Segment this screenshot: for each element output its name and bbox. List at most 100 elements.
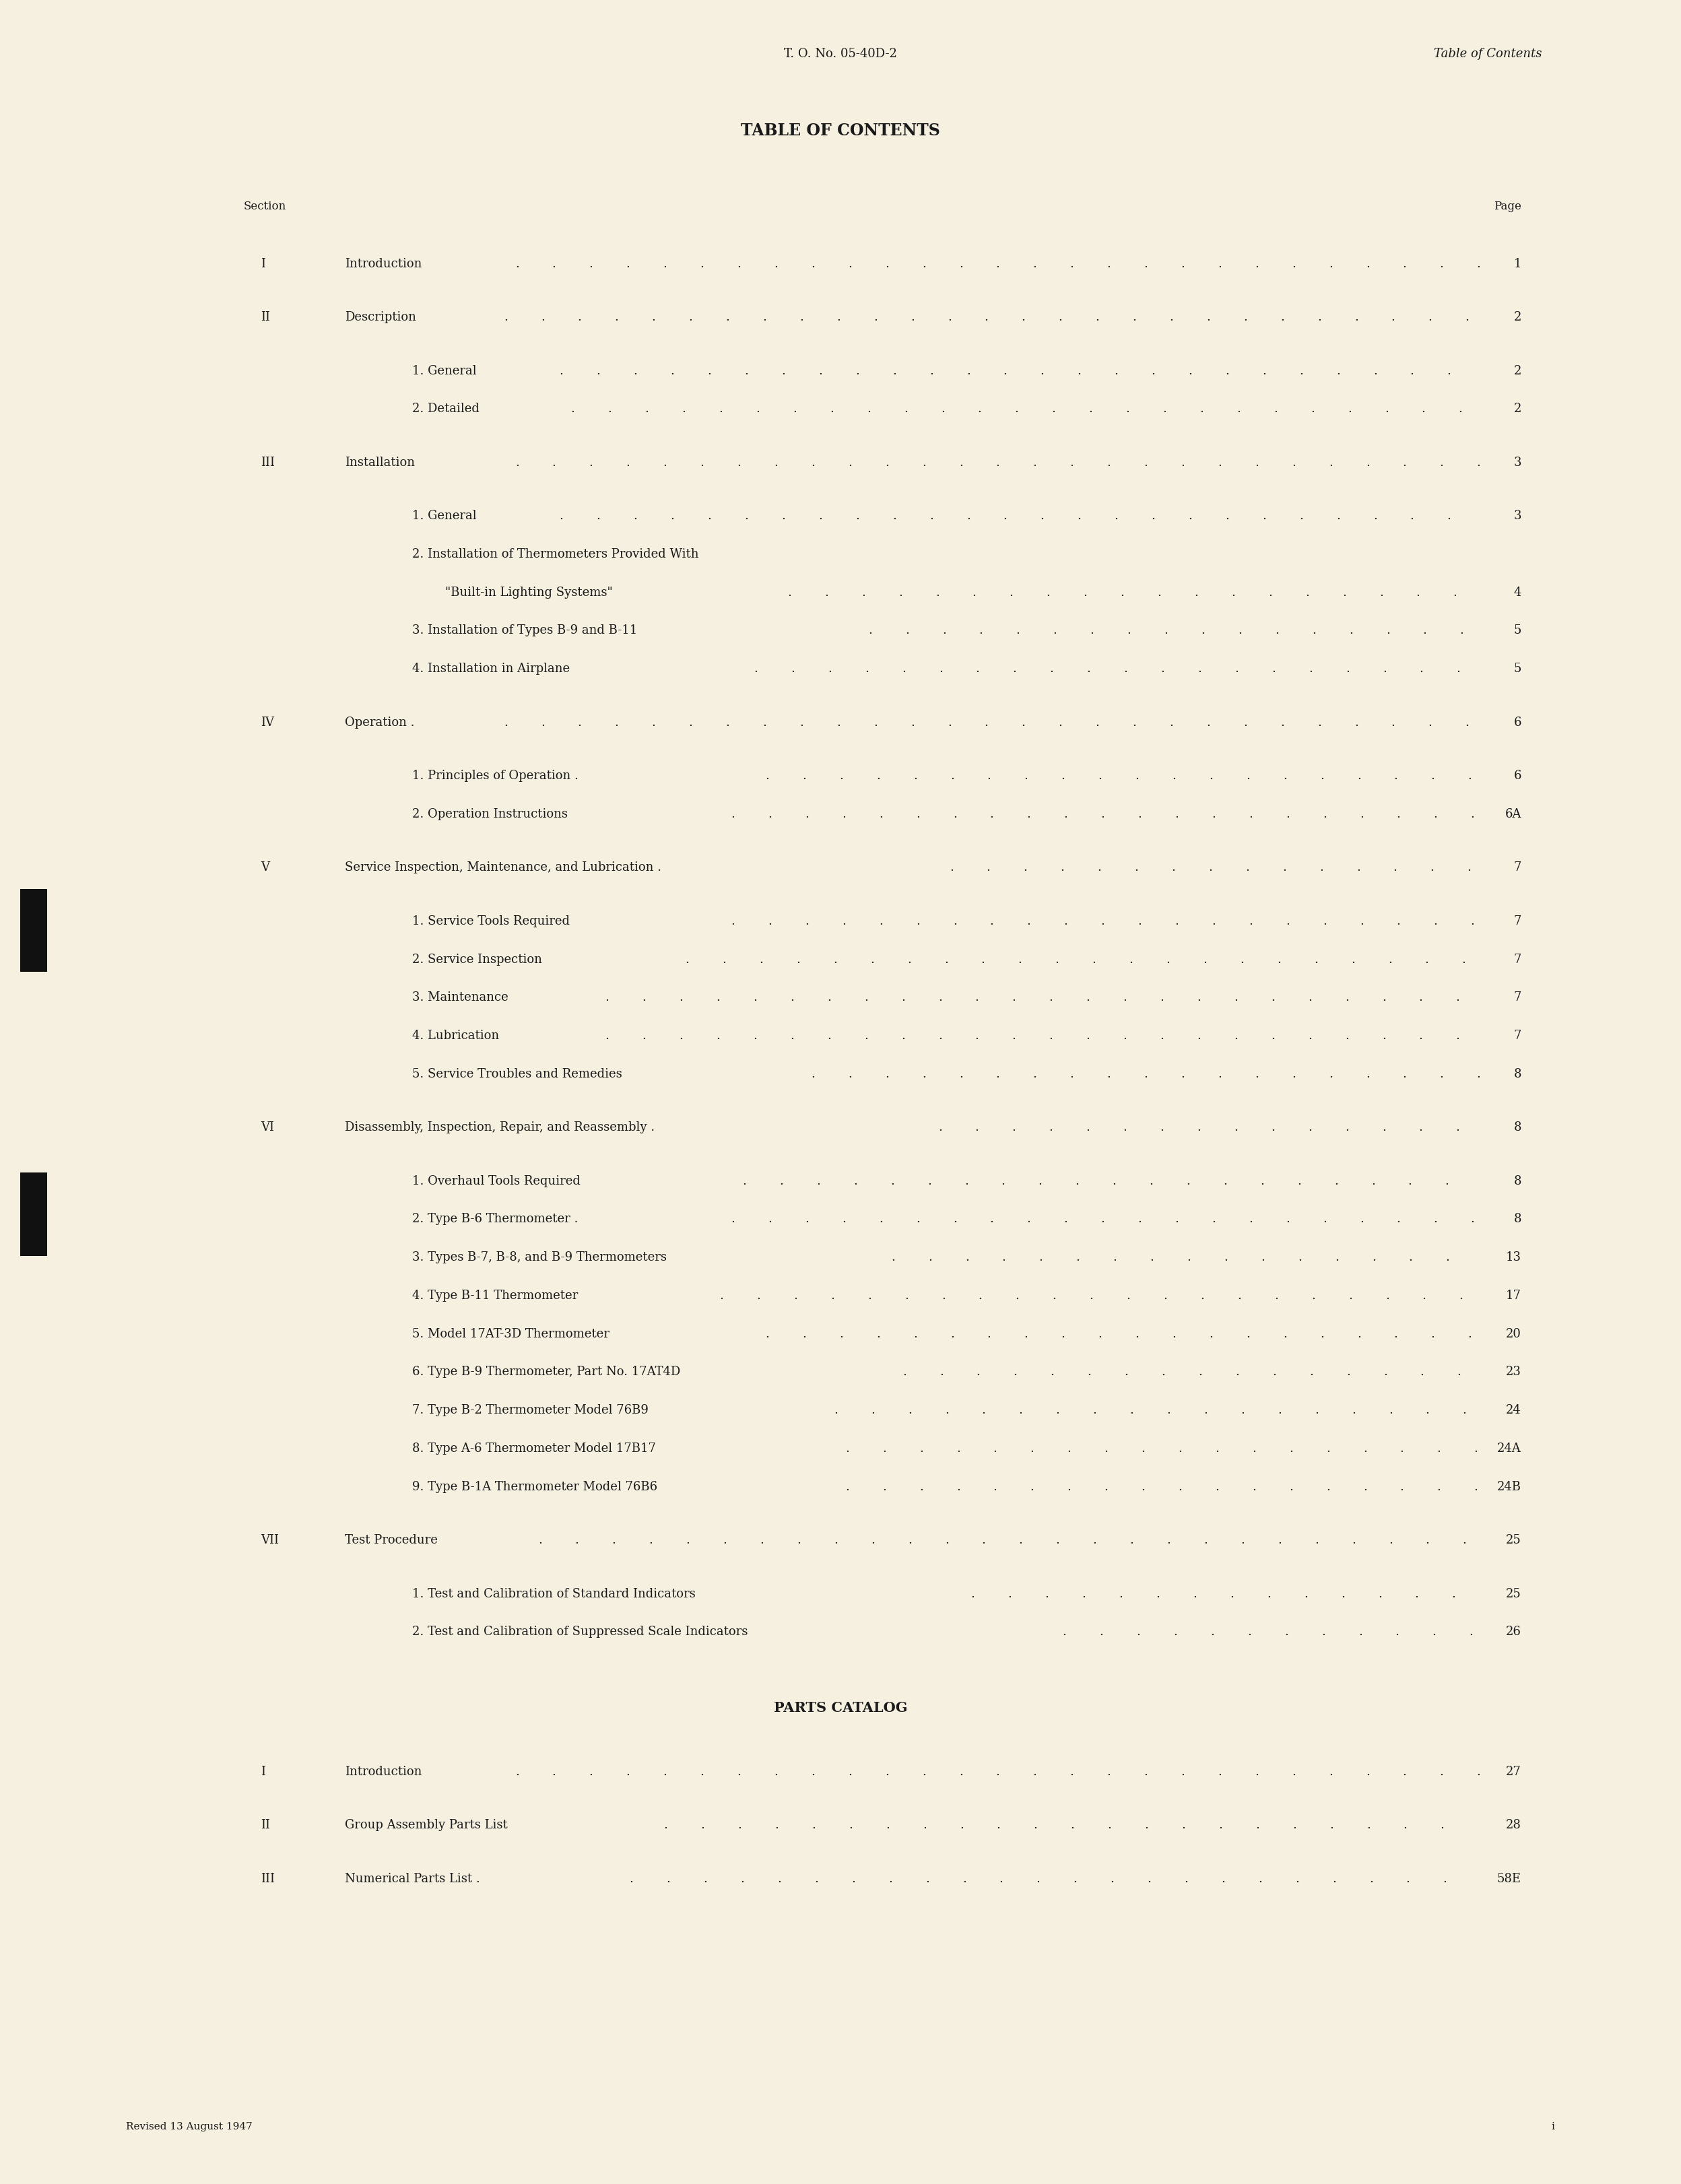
Text: .: . — [1274, 1289, 1278, 1302]
Text: .: . — [790, 662, 795, 675]
Text: .: . — [1278, 952, 1281, 965]
Text: .: . — [1241, 1404, 1244, 1417]
Text: .: . — [1200, 402, 1204, 415]
Text: .: . — [686, 1533, 689, 1546]
Text: .: . — [1382, 662, 1387, 675]
Text: .: . — [1150, 1175, 1153, 1188]
Text: .: . — [1212, 915, 1215, 928]
Text: .: . — [1335, 1251, 1338, 1265]
Text: .: . — [1143, 1068, 1148, 1081]
Text: .: . — [1434, 915, 1437, 928]
Text: .: . — [867, 625, 872, 638]
Text: .: . — [871, 952, 874, 965]
Text: .: . — [923, 1819, 926, 1832]
Text: .: . — [842, 915, 846, 928]
Text: .: . — [1328, 456, 1333, 470]
Text: .: . — [1024, 860, 1027, 874]
Text: .: . — [930, 365, 933, 378]
Text: .: . — [904, 402, 908, 415]
Text: .: . — [1294, 1872, 1299, 1885]
Text: .: . — [1126, 625, 1131, 638]
Text: .: . — [847, 1765, 852, 1778]
Text: 8: 8 — [1513, 1068, 1521, 1081]
Text: .: . — [1217, 456, 1222, 470]
Text: .: . — [805, 915, 809, 928]
Text: .: . — [773, 258, 778, 271]
Text: .: . — [1476, 1068, 1481, 1081]
Text: .: . — [867, 402, 871, 415]
Text: .: . — [995, 456, 1000, 470]
Text: .: . — [1024, 769, 1029, 782]
Text: .: . — [753, 992, 756, 1005]
Text: .: . — [1402, 1068, 1407, 1081]
Text: .: . — [1200, 625, 1205, 638]
Text: .: . — [1382, 1029, 1385, 1042]
Text: .: . — [1172, 860, 1175, 874]
Text: .: . — [1180, 258, 1185, 271]
Text: .: . — [904, 1289, 908, 1302]
Text: .: . — [953, 808, 956, 821]
Text: .: . — [1246, 1328, 1251, 1341]
Text: .: . — [1318, 312, 1321, 323]
Text: .: . — [1130, 1404, 1133, 1417]
Text: .: . — [1439, 1068, 1444, 1081]
Text: .: . — [916, 808, 920, 821]
Text: .: . — [925, 1872, 930, 1885]
Text: .: . — [1188, 509, 1192, 522]
Text: 2: 2 — [1513, 402, 1521, 415]
Text: .: . — [1106, 1068, 1111, 1081]
Text: .: . — [1476, 258, 1481, 271]
Text: .: . — [1034, 1819, 1037, 1832]
Text: .: . — [930, 509, 933, 522]
Text: .: . — [736, 1765, 741, 1778]
Text: .: . — [1160, 992, 1163, 1005]
Text: .: . — [884, 1068, 889, 1081]
Text: .: . — [975, 662, 980, 675]
Text: 4. Lubrication: 4. Lubrication — [412, 1029, 499, 1042]
Text: .: . — [1456, 992, 1459, 1005]
Text: .: . — [1151, 365, 1155, 378]
Text: .: . — [898, 585, 903, 598]
Text: .: . — [1311, 1289, 1315, 1302]
Text: .: . — [1067, 1481, 1071, 1494]
Text: .: . — [736, 258, 741, 271]
Text: .: . — [995, 1765, 1000, 1778]
Text: .: . — [1041, 365, 1044, 378]
Text: .: . — [701, 1819, 704, 1832]
Text: .: . — [1061, 769, 1066, 782]
Text: .: . — [634, 509, 637, 522]
Text: 1: 1 — [1513, 258, 1521, 271]
Text: .: . — [1032, 456, 1037, 470]
Text: .: . — [1234, 1120, 1237, 1133]
Text: 6A: 6A — [1504, 808, 1521, 821]
Text: .: . — [1400, 1481, 1404, 1494]
Text: i: i — [1552, 2123, 1555, 2132]
Text: .: . — [763, 716, 767, 729]
Text: .: . — [1389, 952, 1392, 965]
Text: .: . — [753, 662, 758, 675]
Text: .: . — [864, 1029, 867, 1042]
Text: .: . — [938, 662, 943, 675]
Text: .: . — [1345, 1029, 1348, 1042]
Text: .: . — [1431, 1328, 1436, 1341]
Text: .: . — [1056, 1533, 1059, 1546]
Text: .: . — [1207, 716, 1210, 729]
Text: .: . — [777, 1872, 782, 1885]
Text: .: . — [1015, 402, 1019, 415]
Text: .: . — [1009, 1588, 1012, 1601]
Text: .: . — [913, 1328, 918, 1341]
Text: .: . — [609, 402, 612, 415]
Text: .: . — [1215, 1441, 1219, 1455]
Text: .: . — [1052, 402, 1056, 415]
Text: .: . — [1271, 662, 1276, 675]
Text: .: . — [1027, 808, 1030, 821]
Text: .: . — [1004, 509, 1007, 522]
Text: .: . — [1086, 1120, 1089, 1133]
Text: .: . — [921, 1068, 926, 1081]
Text: .: . — [975, 1120, 978, 1133]
Text: .: . — [810, 1765, 815, 1778]
Text: .: . — [1278, 1533, 1281, 1546]
Text: .: . — [874, 716, 877, 729]
Text: .: . — [1062, 1625, 1066, 1638]
Text: .: . — [1180, 456, 1185, 470]
